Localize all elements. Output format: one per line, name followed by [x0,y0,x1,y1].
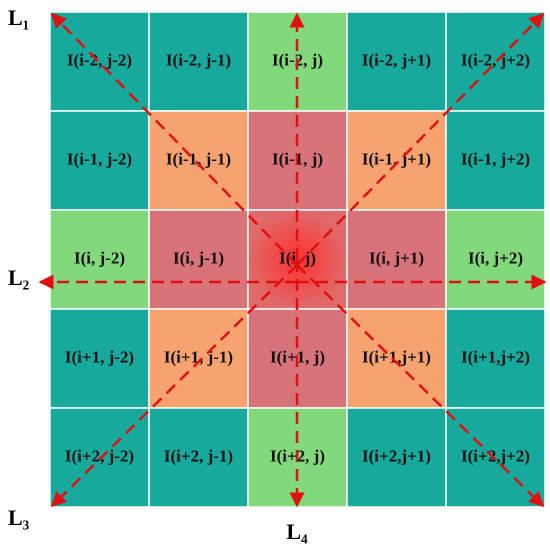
line-label: L₂ [8,265,30,290]
cell-label: I(i-1, j-1) [166,149,231,168]
cell [148,110,249,211]
cell-label: I(i+2, j-2) [65,446,134,465]
arrow [50,264,298,508]
cell-label: I(i, j-2) [74,248,125,267]
cell [445,209,546,310]
cell [49,407,150,508]
arrows [38,12,547,508]
cell-label: I(i-1, j+2) [461,149,530,168]
cell-label: I(i-2, j-1) [166,50,231,69]
cell [49,110,150,211]
cell-label: I(i+1, j-2) [65,347,134,366]
arrow [296,12,545,266]
cell-label: I(i, j-1) [173,248,224,267]
cell-label: I(i, j+1) [369,248,424,267]
line-label: L₁ [8,5,29,30]
cell [445,308,546,409]
cell-label: I(i+2,j+1) [362,446,431,465]
cell [445,110,546,211]
arrow [50,12,298,266]
line-label: L₃ [8,505,30,530]
cell-label: I(i-2, j-2) [67,50,132,69]
cell [346,209,447,310]
cell [49,308,150,409]
line-label: L₄ [286,519,308,544]
cell-label: I(i-2, j+1) [362,50,431,69]
cell-label: I(i+1,j+2) [461,347,530,366]
cell [346,308,447,409]
cell-label: I(i-1, j-2) [67,149,132,168]
cell-label: I(i+1, j-1) [164,347,233,366]
cell-label: I(i, j+2) [468,248,523,267]
arrow [296,264,545,508]
cell-label: I(i+2,j+2) [461,446,530,465]
cell [346,407,447,508]
cell-label: I(i-1, j+1) [362,149,431,168]
cell-label: I(i+1,j+1) [362,347,431,366]
cell [148,11,249,112]
cell [148,308,249,409]
cell [49,209,150,310]
cell-label: I(i-2, j+2) [461,50,530,69]
cell-label: I(i+2, j-1) [164,446,233,465]
cell [346,110,447,211]
cell [148,407,249,508]
